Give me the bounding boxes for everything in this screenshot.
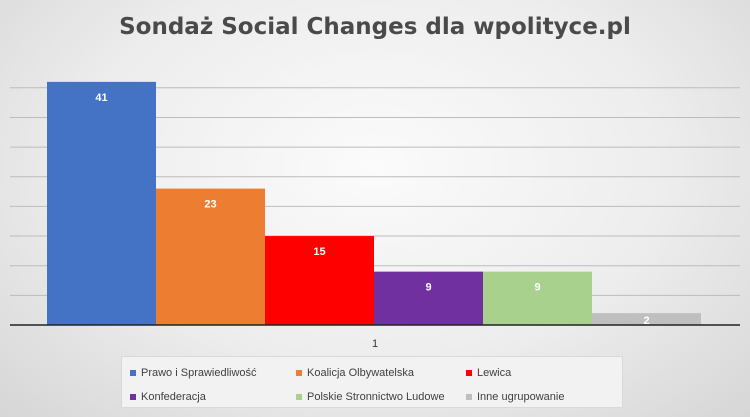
bar (265, 236, 374, 325)
bar (592, 313, 701, 325)
bar-value-label: 9 (534, 282, 540, 294)
bar (47, 81, 156, 326)
legend-swatch (130, 370, 136, 376)
legend-swatch (130, 394, 136, 400)
bar (374, 271, 483, 325)
legend-label: Koalicja Olbywatelska (307, 367, 414, 379)
legend-label: Prawo i Sprawiedliwość (141, 367, 257, 379)
bar (156, 188, 265, 325)
bar-value-label: 2 (643, 315, 649, 327)
legend-item: Konfederacja (130, 386, 296, 408)
legend-item: Polskie Stronnictwo Ludowe (296, 386, 466, 408)
data-labels: 41 23 15 9 9 2 (95, 92, 649, 327)
legend-swatch (466, 370, 472, 376)
bar-value-label: 23 (204, 199, 216, 211)
legend-label: Konfederacja (141, 391, 206, 403)
chart-title: Sondaż Social Changes dla wpolityce.pl (119, 14, 631, 40)
legend-item: Prawo i Sprawiedliwość (130, 362, 296, 384)
x-tick-label: 1 (372, 338, 378, 350)
legend-item: Inne ugrupowanie (466, 386, 616, 408)
legend-swatch (296, 370, 302, 376)
bar-value-label: 41 (95, 92, 107, 104)
legend-item: Koalicja Olbywatelska (296, 362, 466, 384)
legend-label: Polskie Stronnictwo Ludowe (307, 391, 445, 403)
legend-label: Lewica (477, 367, 512, 379)
legend-item: Lewica (466, 362, 616, 384)
bar (483, 271, 592, 325)
legend: Prawo i Sprawiedliwość Koalicja Olbywatel… (121, 356, 623, 408)
bars (47, 81, 701, 326)
legend-swatch (466, 394, 472, 400)
legend-label: Inne ugrupowanie (477, 391, 565, 403)
legend-swatch (296, 394, 302, 400)
bar-value-label: 15 (313, 246, 325, 258)
bar-value-label: 9 (425, 282, 431, 294)
